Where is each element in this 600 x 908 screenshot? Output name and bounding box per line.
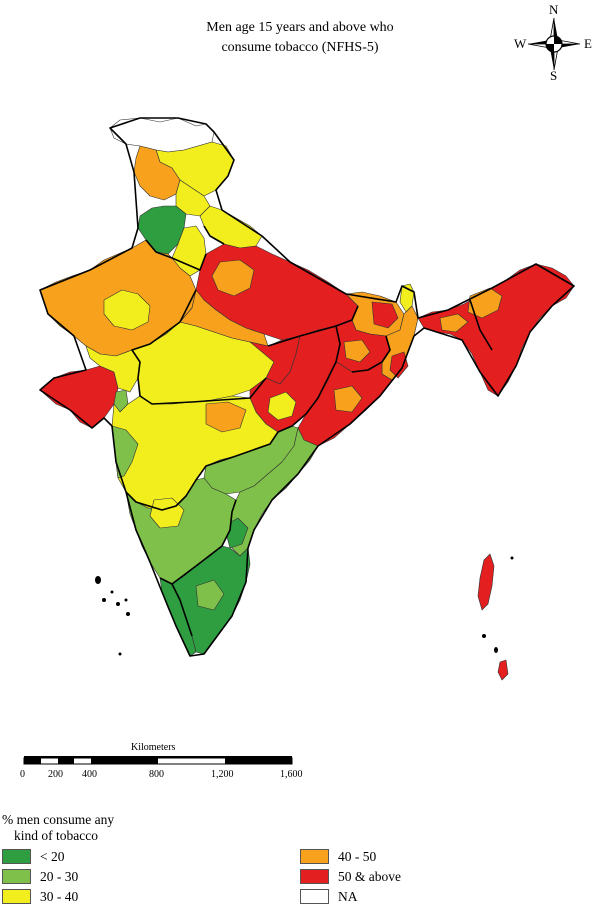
region-rajasthan-yellow [103,289,151,331]
boundary-state-10 [469,299,493,351]
compass-star-icon [527,17,581,71]
compass-west-label: W [514,36,527,51]
scale-bar-graphic [23,756,293,765]
legend-label: 50 & above [338,869,401,884]
boundary-state-9 [203,225,225,245]
legend-title-line2: kind of tobacco [14,828,98,843]
region-gujarat-yellow [85,345,141,393]
legend-title-line1: % men consume any [2,812,115,827]
legend-swatch [300,889,329,904]
region-andaman [477,553,495,611]
boundary-state-6 [125,431,279,511]
legend-label: 40 - 50 [338,849,377,864]
boundary-state-2 [131,289,267,405]
scale-tick-200: 200 [48,769,63,780]
region-uttarakhand [199,205,263,249]
scale-tick-1600: 1,600 [280,769,303,780]
legend-swatch [300,869,329,884]
legend-swatch [2,889,31,904]
map-title-line2: consume tobacco (NFHS-5) [221,40,379,55]
scale-tick-1200: 1,200 [211,769,234,780]
scale-tick-800: 800 [149,769,164,780]
compass-rose: N S E W [512,2,596,88]
region-northeast-orange-2 [439,313,469,333]
region-northeast-red [417,263,575,397]
lakshadweep-islands [95,576,130,656]
legend-label: NA [338,889,358,904]
boundary-state-8 [171,583,193,637]
region-chhattisgarh-yellow [267,391,297,421]
boundary-state-1 [145,239,207,271]
region-jk-south [133,145,181,201]
scale-bar: Kilometers 0 200 400 800 1,200 1,600 [18,742,318,782]
region-tamil-nadu-light [195,579,225,611]
region-bihar-red [371,301,399,329]
compass-south-label: S [550,68,558,83]
legend-swatch [300,849,329,864]
boundary-state-4 [277,325,341,433]
region-odisha-orange [333,385,363,413]
region-nicobar [497,659,509,681]
scale-tick-400: 400 [82,769,97,780]
map-title: Men age 15 years and above who consume t… [150,18,450,58]
region-maharashtra-orange [205,401,247,433]
legend-swatch [2,849,31,864]
boundary-state-5 [351,335,391,373]
scale-title: Kilometers [131,742,176,753]
scale-tick-0: 0 [20,769,25,780]
boundary-india-outline [39,117,575,657]
map-title-line1: Men age 15 years and above who [206,20,394,35]
india-choropleth-map [39,117,575,681]
legend-swatch [2,869,31,884]
legend-title: % men consume any kind of tobacco [2,812,114,844]
region-west-bengal-red [389,351,409,379]
region-jharkhand-orange [343,339,371,363]
legend-label: 30 - 40 [40,889,79,904]
region-up-orange [211,259,255,297]
andaman-outline-islands [482,556,514,653]
legend-label: 20 - 30 [40,869,79,884]
compass-north-label: N [549,2,559,17]
legend-label: < 20 [40,849,65,864]
region-mp-orange [179,289,269,347]
compass-east-label: E [584,36,592,51]
